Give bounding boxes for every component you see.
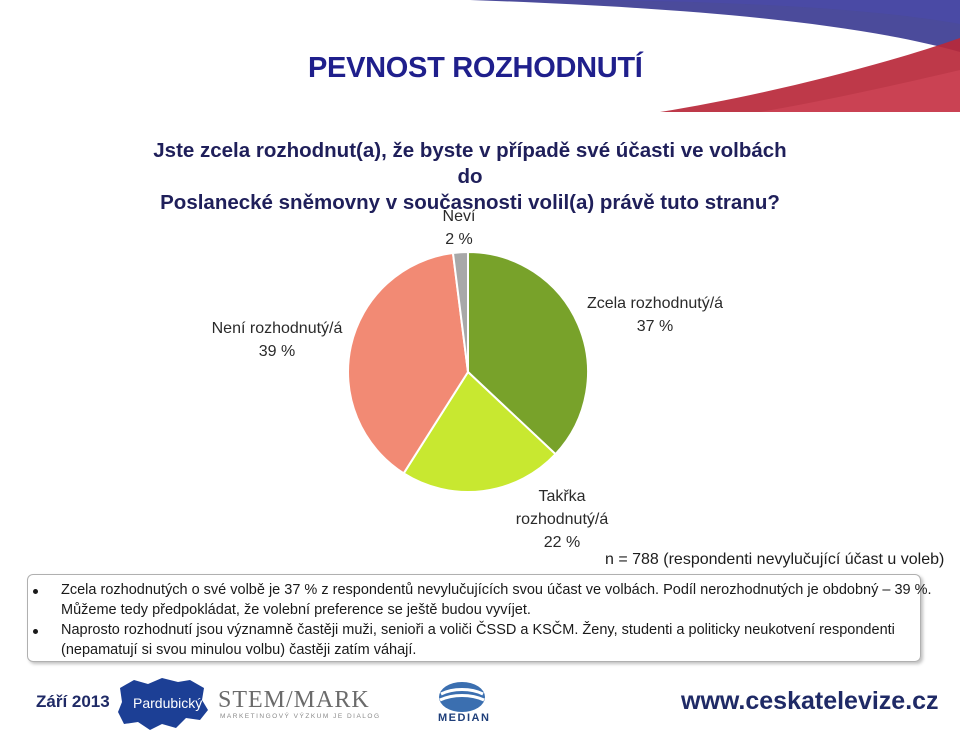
label-zcela-value: 37 % [636,318,674,335]
label-zcela: Zcela rozhodnutý/á 37 % [570,292,740,338]
sample-size-note: n = 788 (respondenti nevylučující účast … [605,551,945,568]
label-zcela-name: Zcela rozhodnutý/á [586,295,724,312]
bullet-dot [33,589,38,594]
label-takrka-name-2: rozhodnutý/á [515,511,609,528]
footer-date: Září 2013 [36,692,110,711]
header-decoration [0,0,960,112]
note-1-line-1: Zcela rozhodnutých o své volbě je 37 % z… [61,582,932,598]
slice-nevi [451,250,469,373]
stem-logo-subtitle: MARKETINGOVÝ VÝZKUM JE DIALOG [220,713,381,720]
label-nevi: Neví 2 % [414,205,504,251]
question-line-1: Jste zcela rozhodnut(a), že byste v příp… [153,139,787,188]
survey-question: Jste zcela rozhodnut(a), že byste v příp… [140,138,800,216]
notes-box: Zcela rozhodnutých o své volbě je 37 % z… [27,574,932,662]
label-takrka: Takřka rozhodnutý/á 22 % [497,485,627,554]
note-1-line-2: Můžeme tedy předpokládat, že volební pre… [61,602,531,618]
slice-zcela-rozhodnuty [467,250,590,456]
page-title: PEVNOST ROZHODNUTÍ [308,52,643,84]
label-takrka-value: 22 % [543,534,581,551]
label-nevi-value: 2 % [445,231,473,248]
region-label: Pardubický [133,695,203,711]
label-neni-name: Není rozhodnutý/á [211,320,343,337]
bullet-dot [33,629,38,634]
label-neni: Není rozhodnutý/á 39 % [192,317,362,363]
note-2-line-1: Naprosto rozhodnutí jsou významně častěj… [61,622,895,638]
median-logo-text: MEDIAN [438,712,491,724]
label-takrka-name-1: Takřka [538,488,586,505]
median-logo-icon [439,682,485,712]
footer-website: www.ceskatelevize.cz [681,687,939,715]
label-nevi-name: Neví [442,208,476,225]
question-line-2: Poslanecké sněmovny v současnosti volil(… [160,191,780,214]
region-map-icon [118,678,208,730]
note-2-line-2: (nepamatují si svou minulou volbu) častě… [61,642,417,658]
stem-logo-icon: STEM/MARK [218,687,370,713]
slice-neni-rozhodnuty [347,251,470,475]
slice-takrka-rozhodnuty [402,370,557,493]
label-neni-value: 39 % [258,343,296,360]
